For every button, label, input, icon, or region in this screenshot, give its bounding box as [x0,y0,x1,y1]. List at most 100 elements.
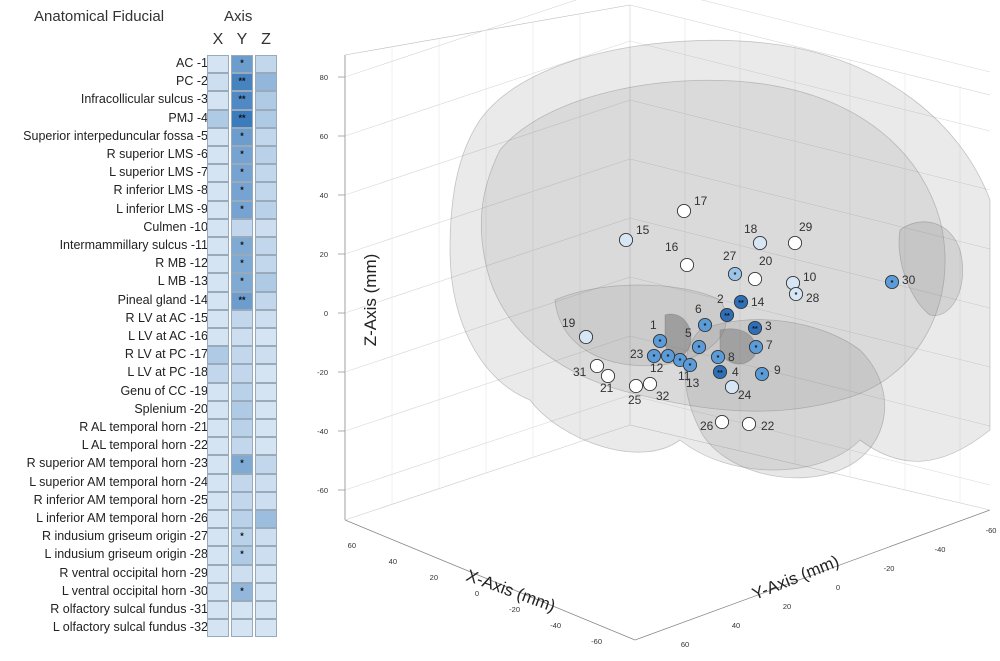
heatmap-cell [255,364,277,383]
fiducial-point-21 [600,368,616,384]
heatmap-cell [255,455,277,474]
fiducial-point-9 [754,366,770,382]
x-tick-label: 20 [430,573,438,582]
x-tick-label: 0 [475,589,479,598]
heatmap-cell: ** [231,73,253,92]
heatmap-cell [207,400,229,419]
point-significance: * [717,355,720,362]
heatmap-cell [207,109,229,128]
row-label: R olfactory sulcal fundus -31 [50,602,208,616]
row-label: L superior AM temporal horn -24 [29,474,208,489]
x-tick-label: -60 [591,637,602,646]
fiducial-point-22 [741,416,757,432]
heatmap-cell [207,200,229,219]
heatmap-cell [207,346,229,365]
grid-line [344,394,631,491]
point-significance: * [761,372,764,379]
heatmap-cell: ** [231,291,253,310]
fiducial-point-8 [710,349,726,365]
heatmap-cell [207,619,229,638]
point-label: 2 [717,292,724,306]
z-tick-label: 60 [320,132,328,141]
row-label: L LV at PC -18 [127,365,208,380]
heatmap-cell [255,182,277,201]
fiducial-point-18 [752,235,768,251]
grid-line [629,158,991,250]
y-tick-label: 60 [681,640,689,649]
grid-line [629,276,991,368]
point-significance: * [659,339,662,346]
fiducial-point-15 [618,232,634,248]
fiducial-point-31 [589,358,605,374]
heatmap-cell [207,382,229,401]
heatmap-cell [255,510,277,529]
point-label: 31 [573,365,587,379]
row-label: L superior LMS -7 [109,165,208,180]
column-label-z: Z [261,31,271,48]
heatmap-cell: * [231,200,253,219]
row-label: Superior interpeduncular fossa -5 [23,128,208,143]
heatmap-cell: * [231,237,253,256]
heatmap-cell [207,510,229,529]
grid-line [344,335,631,432]
heatmap-cell [255,291,277,310]
point-label: 4 [732,365,739,379]
y-tick-label: 40 [732,621,740,630]
fiducial-point-23 [646,348,662,364]
heatmap-cell [255,218,277,237]
heatmap-cell: * [231,182,253,201]
heatmap-cell [255,382,277,401]
grid-line [629,40,991,132]
grid-line [344,276,631,373]
heatmap-cell [255,200,277,219]
fiducial-point-7 [748,339,764,355]
point-significance: * [704,323,707,330]
point-label: 14 [751,295,765,309]
x-tick-label: -40 [550,621,561,630]
box-edge [344,4,631,56]
point-label: 1 [650,318,657,332]
point-significance: * [698,345,701,352]
row-label: R MB -12 [155,256,208,271]
heatmap-cell [207,419,229,438]
heatmap-cell [207,364,229,383]
fiducial-point-4 [712,364,728,380]
row-label: Pineal gland -14 [117,292,208,307]
heatmap-cell [255,546,277,565]
heatmap-cell [207,91,229,110]
heatmap-cell [255,400,277,419]
heatmap-cell [231,601,253,620]
heatmap-cell [231,328,253,347]
heatmap-cell: * [231,146,253,165]
heatmap-cell [207,55,229,74]
grid-line [344,217,631,314]
x-tick-label: -20 [509,605,520,614]
heatmap-cell [255,491,277,510]
table-title: Anatomical Fiducial [34,8,165,25]
heatmap-cell [231,491,253,510]
point-label: 25 [628,393,642,407]
row-label: R indusium griseum origin -27 [41,529,208,544]
heatmap-cell [255,73,277,92]
heatmap-cell [207,164,229,183]
fiducial-points: *1**2** 3** 4*5 *6* 7* 8* 910*11*12 *13** 141516… [562,194,916,433]
grid-line [629,335,991,427]
heatmap-cell [255,419,277,438]
point-label: 27 [723,249,737,263]
row-label: L MB -13 [157,274,208,289]
point-label: 20 [759,254,773,268]
fiducial-point-2 [719,307,735,323]
grid-line [629,99,991,191]
heatmap-cell [207,237,229,256]
point-significance: * [679,358,682,365]
heatmap-cell [255,255,277,274]
heatmap-cell [207,328,229,347]
point-label: 16 [665,240,679,254]
point-label: 7 [766,338,773,352]
heatmap-cell [231,473,253,492]
heatmap-cell [207,127,229,146]
y-axis-label: Y-Axis (mm) [749,552,841,604]
point-significance: * [667,354,670,361]
y-tick-label: -40 [935,545,946,554]
point-significance: * [653,354,656,361]
